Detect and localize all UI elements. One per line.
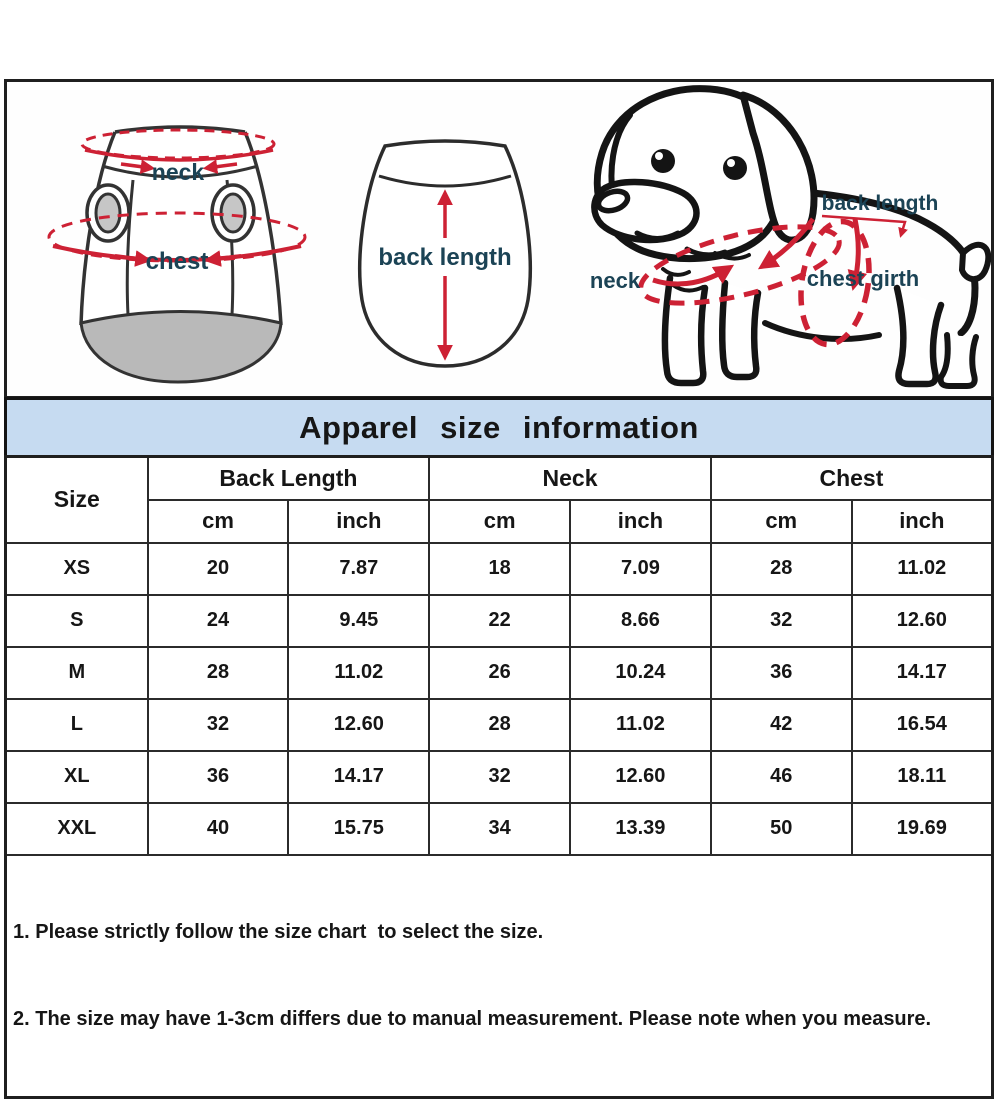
value-cell: 14.17 — [850, 645, 994, 700]
size-column-header: Size — [4, 455, 149, 544]
value-cell: 12.60 — [287, 697, 431, 752]
value-cell: 36 — [146, 749, 290, 804]
value-cell: 11.02 — [850, 541, 994, 596]
dog-chest-girth-label: chest girth — [807, 266, 919, 291]
value-cell: 16.54 — [850, 697, 994, 752]
value-cell: 32 — [428, 749, 572, 804]
value-cell: 28 — [428, 697, 572, 752]
measurement-illustration-panel: neck chest back length — [4, 79, 994, 399]
table-row-xs: XS 20 7.87 18 7.09 28 11.02 — [4, 541, 994, 596]
value-cell: 28 — [709, 541, 853, 596]
front-neck-label: neck — [152, 159, 205, 185]
value-cell: 42 — [709, 697, 853, 752]
value-cell: 18 — [428, 541, 572, 596]
size-cell: L — [4, 697, 149, 752]
chest-group-header: Chest — [709, 455, 994, 501]
value-cell: 10.24 — [569, 645, 712, 700]
value-cell: 50 — [709, 801, 853, 856]
value-cell: 22 — [428, 593, 572, 648]
unit-header: inch — [569, 498, 712, 544]
back-length-group-header: Back Length — [146, 455, 431, 501]
value-cell: 32 — [709, 593, 853, 648]
table-row-l: L 32 12.60 28 11.02 42 16.54 — [4, 697, 994, 752]
value-cell: 20 — [146, 541, 290, 596]
neck-group-header: Neck — [428, 455, 712, 501]
garment-back-diagram: back length — [358, 139, 532, 368]
size-cell: XS — [4, 541, 149, 596]
value-cell: 11.02 — [569, 697, 712, 752]
value-cell: 13.39 — [569, 801, 712, 856]
value-cell: 28 — [146, 645, 290, 700]
value-cell: 12.60 — [569, 749, 712, 804]
garment-front-diagram: neck chest — [47, 125, 307, 384]
dog-back-length-label: back length — [822, 192, 939, 215]
size-cell: S — [4, 593, 149, 648]
value-cell: 11.02 — [287, 645, 431, 700]
value-cell: 12.60 — [850, 593, 994, 648]
neck-girth-annotation — [80, 128, 276, 174]
value-cell: 36 — [709, 645, 853, 700]
value-cell: 15.75 — [287, 801, 431, 856]
dog-measurement-annotations — [638, 214, 908, 348]
value-cell: 24 — [146, 593, 290, 648]
unit-header: cm — [709, 498, 853, 544]
apparel-size-table: Size Back Length Neck Chest cm inch cm i… — [4, 455, 994, 1099]
chest-girth-annotation — [47, 211, 307, 267]
value-cell: 9.45 — [287, 593, 431, 648]
size-cell: XXL — [4, 801, 149, 856]
value-cell: 34 — [428, 801, 572, 856]
table-row-xxl: XXL 40 15.75 34 13.39 50 19.69 — [4, 801, 994, 856]
value-cell: 46 — [709, 749, 853, 804]
value-cell: 26 — [428, 645, 572, 700]
unit-header: cm — [146, 498, 290, 544]
value-cell: 8.66 — [569, 593, 712, 648]
note-line-1: 1. Please strictly follow the size chart… — [13, 920, 544, 943]
value-cell: 32 — [146, 697, 290, 752]
unit-header: inch — [850, 498, 994, 544]
value-cell: 7.09 — [569, 541, 712, 596]
table-row-xl: XL 36 14.17 32 12.60 46 18.11 — [4, 749, 994, 804]
value-cell: 40 — [146, 801, 290, 856]
front-chest-label: chest — [146, 248, 209, 275]
dog-neck-label: neck — [590, 268, 641, 293]
table-row-m: M 28 11.02 26 10.24 36 14.17 — [4, 645, 994, 700]
dog-diagram: neck back length chest girth — [590, 85, 992, 389]
value-cell: 7.87 — [287, 541, 431, 596]
value-cell: 19.69 — [850, 801, 994, 856]
size-cell: M — [4, 645, 149, 700]
unit-header: inch — [287, 498, 431, 544]
size-notes: 1. Please strictly follow the size chart… — [4, 853, 994, 1098]
table-row-s: S 24 9.45 22 8.66 32 12.60 — [4, 593, 994, 648]
unit-header: cm — [428, 498, 572, 544]
back-garment-label: back length — [378, 244, 511, 271]
size-cell: XL — [4, 749, 149, 804]
value-cell: 18.11 — [850, 749, 994, 804]
size-chart-title: Apparel size information — [299, 409, 699, 445]
note-line-2: 2. The size may have 1-3cm differs due t… — [13, 1007, 932, 1030]
size-chart-title-bar: Apparel size information — [4, 397, 994, 458]
value-cell: 14.17 — [287, 749, 431, 804]
